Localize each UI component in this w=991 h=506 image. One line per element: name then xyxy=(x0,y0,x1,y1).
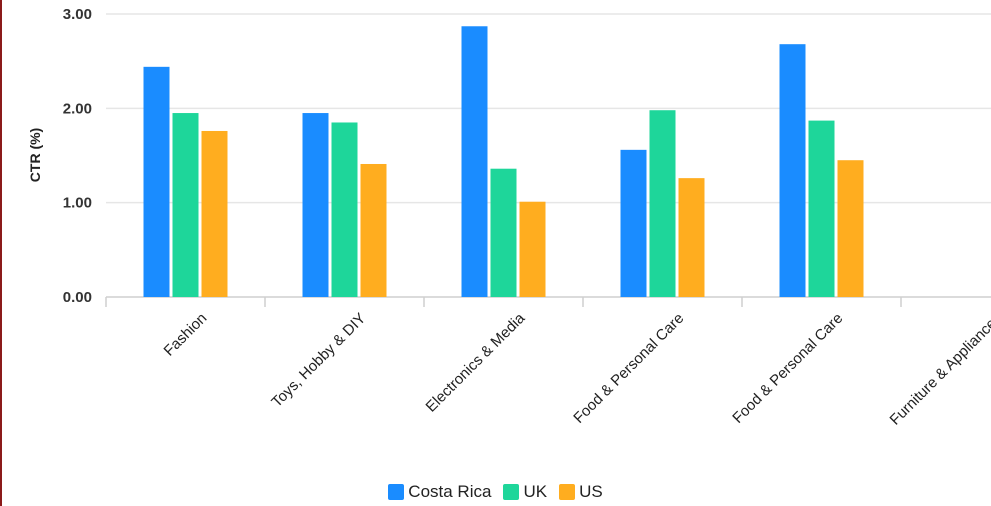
bar-costa-rica xyxy=(143,66,170,298)
bar-costa-rica xyxy=(461,26,488,297)
x-category-label: Toys, Hobby & DIY xyxy=(268,310,369,411)
window-edge xyxy=(0,0,2,506)
x-category-label: Electronics & Media xyxy=(423,309,529,415)
legend-item-us[interactable]: US xyxy=(559,482,603,502)
bar-costa-rica xyxy=(779,44,806,297)
bar-us xyxy=(519,201,546,297)
x-category-label: Furniture & Appliances xyxy=(887,310,991,429)
legend: Costa Rica UK US xyxy=(0,482,991,502)
bar-costa-rica xyxy=(620,149,647,297)
legend-swatch xyxy=(503,484,520,500)
legend-swatch xyxy=(388,484,405,500)
bar-us xyxy=(360,163,387,297)
legend-label: US xyxy=(579,482,603,501)
x-category-label: Food & Personal Care xyxy=(729,310,846,427)
bar-us xyxy=(837,160,864,297)
y-tick-label: 2.00 xyxy=(63,100,92,117)
bar-uk xyxy=(808,120,835,297)
bar-costa-rica xyxy=(302,113,329,297)
x-category-label: Food & Personal Care xyxy=(570,310,687,427)
legend-label: Costa Rica xyxy=(408,482,492,501)
bar-uk xyxy=(649,110,676,297)
bar-us xyxy=(201,130,228,297)
y-axis-title: CTR (%) xyxy=(27,128,43,182)
y-tick-label: 3.00 xyxy=(63,6,92,23)
legend-item-costa-rica[interactable]: Costa Rica xyxy=(388,482,491,502)
x-category-label: Fashion xyxy=(161,310,211,360)
bar-uk xyxy=(172,113,199,297)
legend-item-uk[interactable]: UK xyxy=(503,482,547,502)
y-tick-label: 1.00 xyxy=(63,195,92,212)
legend-label: UK xyxy=(523,482,548,501)
bar-us xyxy=(678,178,705,297)
legend-swatch xyxy=(559,484,576,500)
bar-uk xyxy=(490,168,517,297)
bar-uk xyxy=(331,122,358,297)
y-tick-label: 0.00 xyxy=(63,289,92,306)
